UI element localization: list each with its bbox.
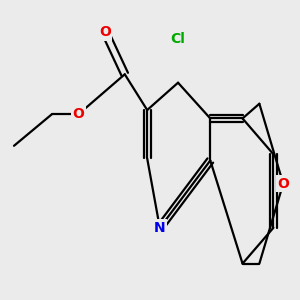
Text: Cl: Cl xyxy=(171,32,185,46)
Text: O: O xyxy=(99,25,111,39)
Text: O: O xyxy=(277,177,289,191)
Text: O: O xyxy=(73,107,84,121)
Text: N: N xyxy=(154,221,166,235)
